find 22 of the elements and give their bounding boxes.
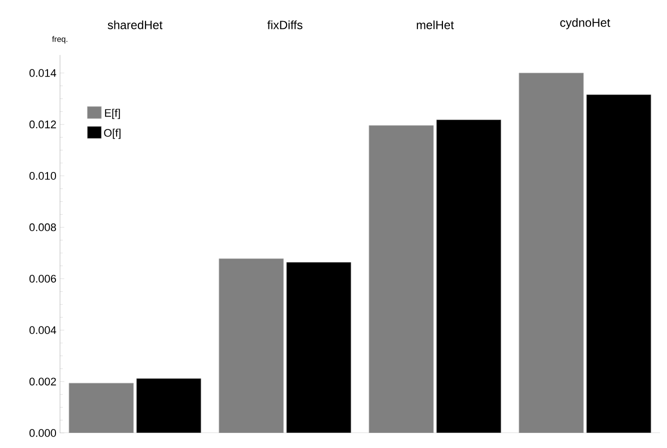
- y-tick-label: 0.014: [29, 69, 56, 77]
- y-tick-label: 0.008: [29, 223, 56, 232]
- y-tick-label: 0.006: [29, 274, 56, 283]
- y-tick-label: 0.012: [29, 120, 56, 128]
- x-tick-label: melHet: [416, 20, 454, 30]
- bar: [518, 72, 584, 433]
- bar: [68, 382, 134, 433]
- x-tick-label: sharedHet: [108, 20, 162, 30]
- legend-label: O[f]: [104, 128, 120, 139]
- y-tick-label: 0.002: [29, 378, 56, 386]
- bar: [368, 125, 434, 433]
- bar: [586, 94, 652, 433]
- bar: [436, 120, 502, 433]
- legend-label: E[f]: [105, 108, 120, 120]
- x-tick-label: fixDiffs: [267, 20, 302, 30]
- x-tick-label: cydnoHet: [560, 18, 610, 30]
- y-tick-label: 0.010: [29, 172, 56, 180]
- bar: [136, 378, 202, 433]
- y-tick-label: 0.000: [29, 429, 56, 437]
- bar: [218, 258, 284, 433]
- y-tick-label: 0.004: [29, 326, 56, 334]
- bar: [286, 262, 352, 433]
